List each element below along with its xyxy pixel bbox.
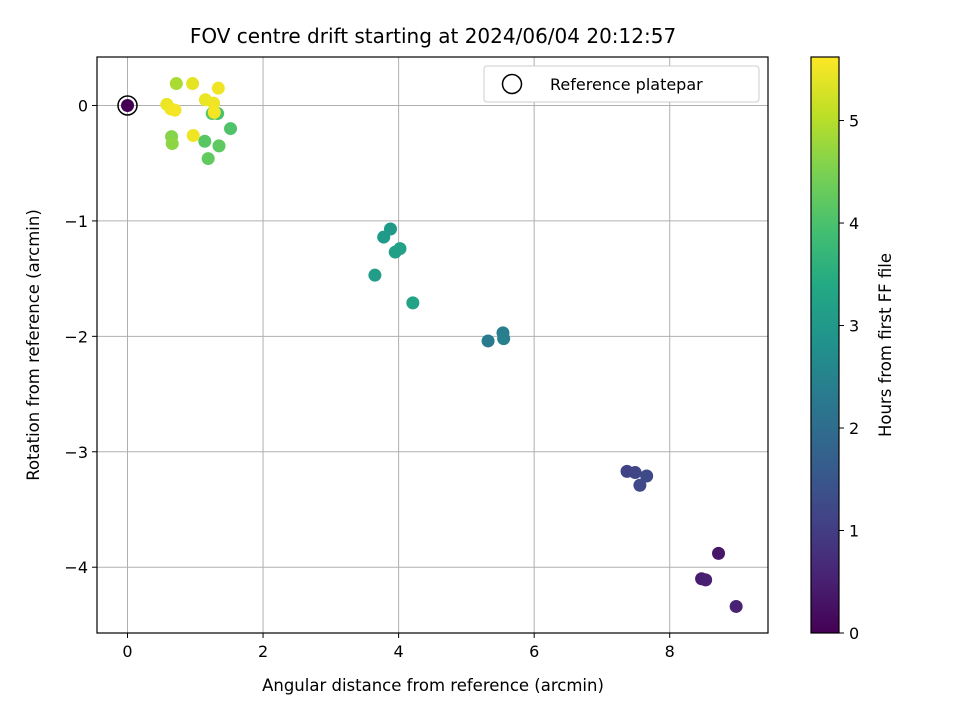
colorbar-tick-label: 1 — [849, 522, 859, 541]
y-tick-label: −4 — [64, 558, 88, 577]
scatter-point — [640, 469, 654, 483]
colorbar-tick-label: 2 — [849, 419, 859, 438]
scatter-point — [368, 268, 382, 282]
colorbar-tick-label: 0 — [849, 624, 859, 643]
colorbar-tick-label: 3 — [849, 317, 859, 336]
x-tick-label: 6 — [529, 642, 539, 661]
x-tick-label: 4 — [394, 642, 404, 661]
legend-entry-reference: Reference platepar — [550, 75, 703, 94]
scatter-point — [207, 96, 221, 110]
plot-frame — [96, 56, 769, 634]
scatter-point — [224, 122, 238, 136]
scatter-point — [186, 128, 200, 142]
colorbar-label: Hours from first FF file — [876, 253, 895, 437]
legend-box — [483, 65, 760, 103]
scatter-point — [201, 152, 215, 166]
colorbar-ticks: 0 1 2 3 4 5 — [839, 112, 859, 643]
x-tick-label: 2 — [258, 642, 268, 661]
axis-ticks: 0 2 4 6 8 0 −1 −2 −3 −4 — [64, 96, 674, 661]
scatter-point — [628, 466, 642, 480]
colorbar-tick-label: 4 — [849, 214, 859, 233]
scatter-point — [633, 478, 647, 492]
colorbar-tick-label: 5 — [849, 112, 859, 131]
chart-title: FOV centre drift starting at 2024/06/04 … — [190, 24, 676, 48]
scatter-point — [212, 139, 226, 153]
scatter-point — [207, 105, 221, 119]
scatter-point — [393, 242, 407, 256]
plot-area — [97, 57, 768, 633]
x-tick-label: 8 — [665, 642, 675, 661]
scatter-point — [211, 81, 225, 95]
scatter-point — [169, 77, 183, 91]
scatter-point — [481, 334, 495, 348]
x-axis-label: Angular distance from reference (arcmin) — [262, 676, 604, 695]
scatter-point — [377, 230, 391, 244]
scatter-point — [406, 296, 420, 310]
colorbar-gradient — [810, 56, 840, 634]
scatter-point — [168, 103, 182, 117]
y-tick-label: −3 — [64, 443, 88, 462]
scatter-point — [712, 546, 726, 560]
colorbar: 0 1 2 3 4 5 Hours from first FF file — [810, 56, 895, 643]
reference-platepar-marker — [117, 95, 138, 116]
scatter-point — [121, 98, 134, 112]
scatter-point — [699, 573, 713, 587]
legend: Reference platepar — [483, 65, 760, 103]
y-axis-label: Rotation from reference (arcmin) — [24, 209, 43, 481]
scatter-points — [121, 77, 743, 613]
scatter-point — [198, 134, 212, 148]
scatter-point — [165, 137, 179, 151]
scatter-point — [497, 332, 511, 346]
y-tick-label: −2 — [64, 327, 88, 346]
y-tick-label: −1 — [64, 212, 88, 231]
x-tick-label: 0 — [122, 642, 132, 661]
scatter-point — [729, 599, 743, 613]
scatter-point — [186, 77, 200, 91]
y-tick-label: 0 — [78, 96, 88, 115]
legend-reference-marker — [501, 73, 523, 95]
